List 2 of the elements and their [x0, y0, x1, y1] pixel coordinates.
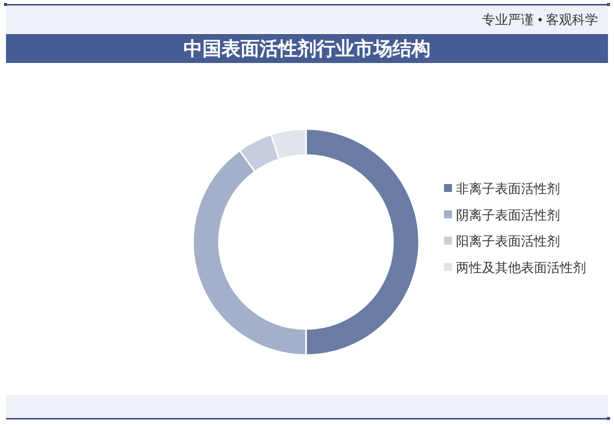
annotation: 专业严谨 • 客观科学 — [482, 12, 598, 27]
title: 中国表面活性剂行业市场结构 — [184, 39, 430, 60]
